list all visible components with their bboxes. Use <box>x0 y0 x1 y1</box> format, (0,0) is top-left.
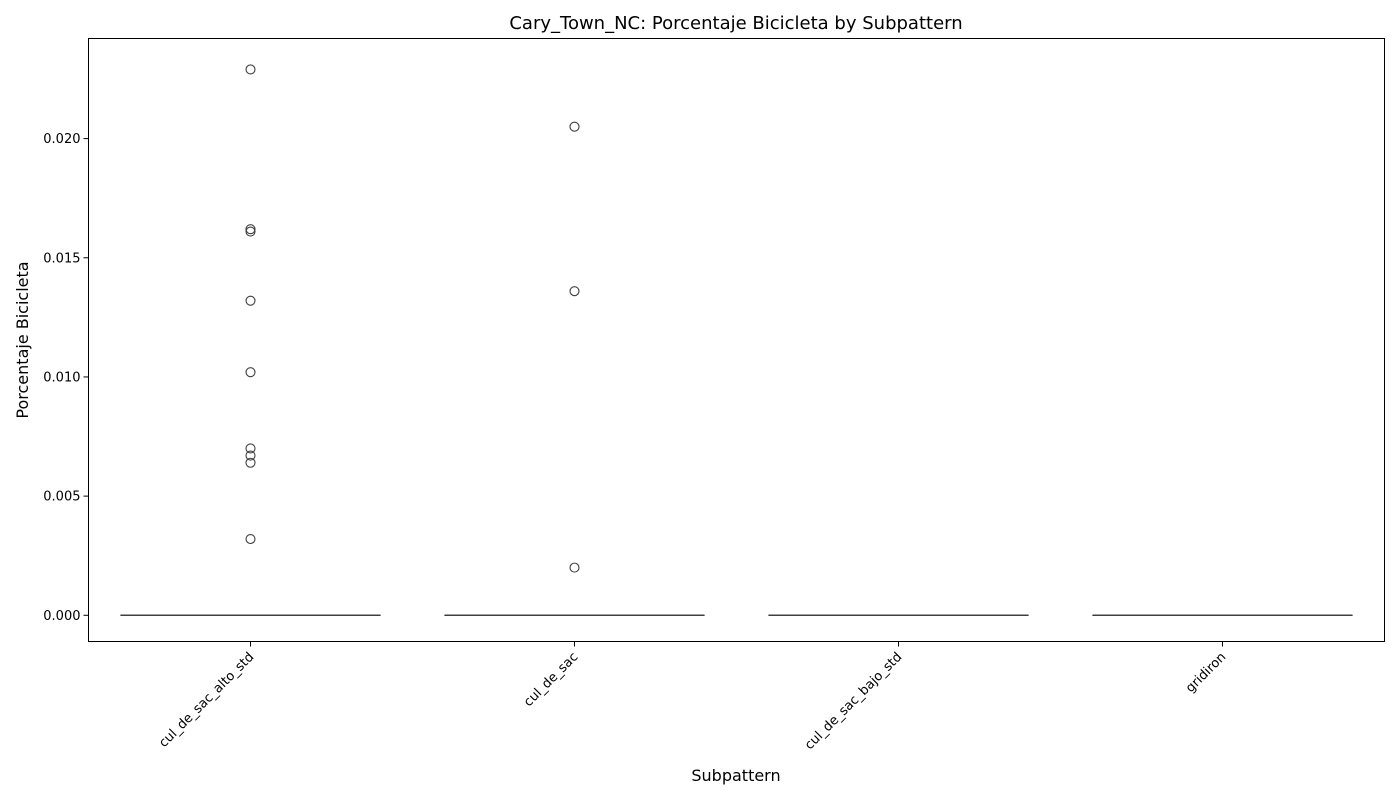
y-axis: 0.000 0.005 0.010 0.015 0.020 <box>43 132 89 624</box>
outlier-point <box>245 367 256 378</box>
x-tick-label: cul_de_sac_bajo_std <box>802 650 905 753</box>
outlier-point <box>569 121 580 132</box>
outlier-point <box>569 286 580 297</box>
outlier-point <box>245 226 256 237</box>
outlier-point <box>569 562 580 573</box>
x-tick-label: gridiron <box>1183 650 1229 696</box>
y-tick-label: 0.005 <box>43 490 80 505</box>
box-group-cul_de_sac_alto_std <box>120 64 381 617</box>
x-tick-label: cul_de_sac_alto_std <box>156 650 257 751</box>
y-tick-label: 0.015 <box>43 251 80 266</box>
outlier-point <box>245 224 256 235</box>
y-tick-label: 0.020 <box>43 132 80 147</box>
y-axis-label: Porcentaje Bicicleta <box>13 261 32 418</box>
y-tick-label: 0.000 <box>43 609 80 624</box>
plot-marks <box>120 64 1353 617</box>
box-group-cul_de_sac <box>444 121 705 617</box>
chart-title: Cary_Town_NC: Porcentaje Bicicleta by Su… <box>509 13 962 34</box>
outlier-point <box>245 450 256 461</box>
x-tick-label: cul_de_sac <box>521 650 581 710</box>
plot-area-frame <box>88 38 1385 642</box>
y-tick-label: 0.010 <box>43 370 80 385</box>
outlier-point <box>245 457 256 468</box>
outlier-point <box>245 295 256 306</box>
x-axis-label: Subpattern <box>691 766 780 785</box>
x-axis: cul_de_sac_alto_std cul_de_sac cul_de_sac_… <box>156 641 1229 753</box>
outlier-point <box>245 64 256 75</box>
outlier-point <box>245 533 256 545</box>
outlier-point <box>245 443 256 454</box>
